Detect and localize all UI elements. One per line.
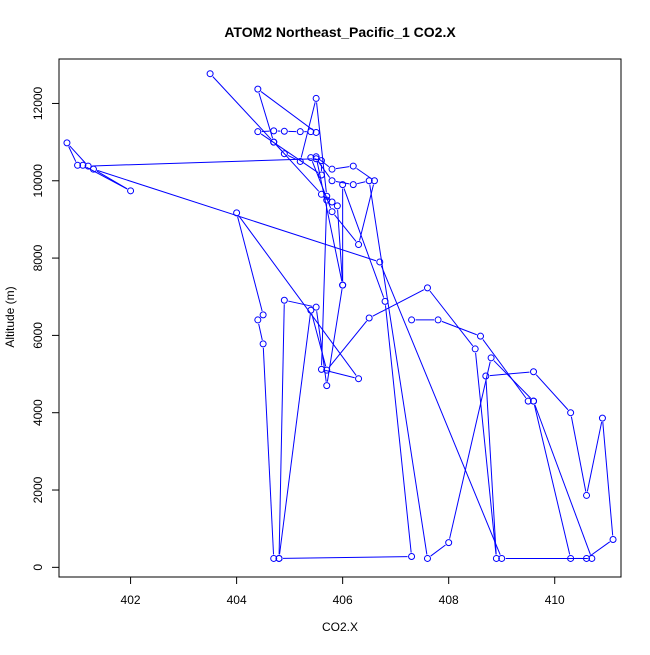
- x-axis-label: CO2.X: [322, 620, 358, 634]
- y-tick-label: 0: [31, 564, 45, 571]
- y-axis-label: Altitude (m): [3, 286, 17, 347]
- x-tick-label: 410: [545, 593, 565, 607]
- y-tick-label: 8000: [31, 244, 45, 271]
- y-tick-label: 6000: [31, 322, 45, 349]
- x-tick-label: 406: [333, 593, 353, 607]
- x-tick-label: 408: [439, 593, 459, 607]
- x-tick-label: 402: [121, 593, 141, 607]
- x-tick-label: 404: [227, 593, 247, 607]
- chart-title: ATOM2 Northeast_Pacific_1 CO2.X: [224, 24, 456, 40]
- y-tick-label: 2000: [31, 476, 45, 503]
- y-tick-label: 10000: [31, 164, 45, 198]
- y-tick-label: 4000: [31, 399, 45, 426]
- y-tick-label: 12000: [31, 86, 45, 120]
